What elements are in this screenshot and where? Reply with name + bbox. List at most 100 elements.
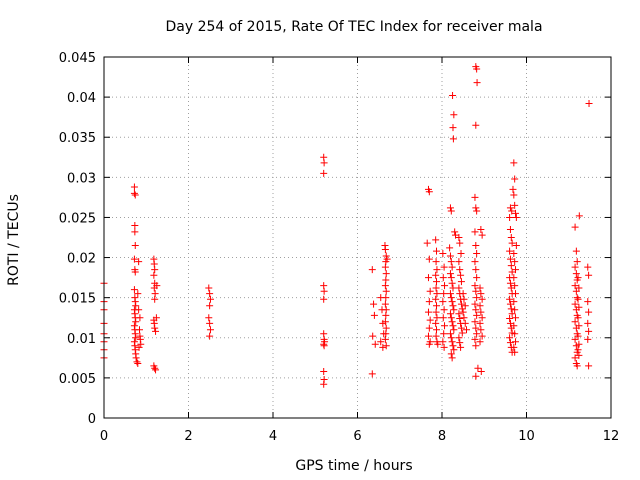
- data-point: [473, 207, 481, 215]
- data-point: [432, 295, 440, 303]
- data-point: [478, 314, 486, 322]
- y-tick-label: 0.04: [67, 91, 96, 106]
- data-point: [439, 250, 447, 258]
- data-point: [508, 207, 516, 215]
- data-point: [205, 284, 213, 292]
- data-point: [432, 284, 440, 292]
- data-point: [511, 330, 519, 338]
- data-point: [458, 305, 466, 313]
- data-point: [136, 314, 144, 322]
- data-point: [381, 318, 389, 326]
- data-point: [440, 306, 448, 314]
- data-point: [572, 247, 580, 255]
- data-point: [478, 295, 486, 303]
- data-point: [382, 342, 390, 350]
- data-point: [472, 372, 480, 380]
- x-tick-label: 10: [518, 429, 535, 444]
- x-tick-label: 6: [353, 429, 361, 444]
- data-point: [585, 362, 593, 370]
- data-point: [433, 266, 441, 274]
- data-point: [433, 314, 441, 322]
- data-point: [439, 338, 447, 346]
- data-point: [439, 274, 447, 282]
- data-point: [371, 340, 379, 348]
- data-point: [381, 300, 389, 308]
- data-point: [472, 306, 480, 314]
- data-point: [381, 246, 389, 254]
- data-point: [439, 314, 447, 322]
- data-point: [425, 255, 433, 263]
- data-point: [457, 324, 465, 332]
- y-tick-label: 0.025: [59, 211, 96, 226]
- data-point: [473, 79, 481, 87]
- data-point: [457, 300, 465, 308]
- data-point: [510, 250, 518, 258]
- data-point: [456, 266, 464, 274]
- data-point: [460, 314, 468, 322]
- data-point: [448, 279, 456, 287]
- data-point: [574, 346, 582, 354]
- data-point: [206, 295, 214, 303]
- data-point: [457, 343, 465, 351]
- data-point: [206, 332, 214, 340]
- data-point: [506, 315, 514, 323]
- data-point: [131, 228, 139, 236]
- grid-lines: [104, 57, 611, 418]
- data-point: [135, 306, 143, 314]
- data-point: [150, 271, 158, 279]
- data-point: [448, 318, 456, 326]
- data-point: [446, 330, 454, 338]
- data-point: [320, 287, 328, 295]
- data-point: [575, 212, 583, 220]
- data-point: [446, 204, 454, 212]
- data-point: [506, 339, 514, 347]
- data-point: [381, 263, 389, 271]
- data-point: [447, 334, 455, 342]
- plot-frame: [103, 56, 612, 419]
- data-point: [424, 308, 432, 316]
- x-tick-label: 2: [184, 429, 192, 444]
- data-point: [585, 308, 593, 316]
- data-point: [450, 111, 458, 119]
- data-point: [132, 354, 140, 362]
- data-point: [440, 263, 448, 271]
- axis-ticks: 0 0.005 0.01 0.015 0.02 0.025 0.03 0.035 0.04 0.0…: [59, 51, 619, 444]
- data-point: [511, 348, 519, 356]
- data-point: [571, 223, 579, 231]
- data-point: [382, 311, 390, 319]
- data-point: [457, 278, 465, 286]
- data-point: [457, 271, 465, 279]
- data-point: [571, 263, 579, 271]
- data-point: [471, 318, 479, 326]
- data-point: [152, 314, 160, 322]
- data-point: [573, 294, 581, 302]
- data-point: [455, 234, 463, 241]
- data-point: [456, 339, 464, 347]
- data-point: [455, 334, 463, 342]
- chart-title: Day 254 of 2015, Rate Of TEC Index for r…: [165, 19, 542, 35]
- data-point: [447, 207, 455, 215]
- data-point: [575, 340, 583, 348]
- y-tick-label: 0.005: [59, 372, 96, 387]
- data-point: [571, 335, 579, 343]
- data-point: [584, 298, 592, 306]
- data-point: [131, 242, 139, 250]
- data-point: [449, 284, 457, 292]
- data-point: [575, 351, 583, 359]
- data-point: [506, 225, 514, 233]
- data-point: [575, 303, 583, 311]
- data-point: [506, 255, 514, 263]
- y-tick-label: 0.01: [67, 332, 96, 347]
- data-point: [455, 258, 463, 266]
- data-point: [449, 124, 457, 132]
- data-point: [151, 324, 159, 332]
- data-point: [377, 338, 385, 346]
- data-point: [424, 274, 432, 282]
- data-point: [320, 295, 328, 303]
- data-point: [446, 290, 454, 298]
- data-point: [507, 305, 515, 313]
- data-point: [151, 364, 159, 372]
- data-point: [135, 258, 143, 266]
- data-point: [506, 295, 514, 303]
- data-point: [381, 282, 389, 290]
